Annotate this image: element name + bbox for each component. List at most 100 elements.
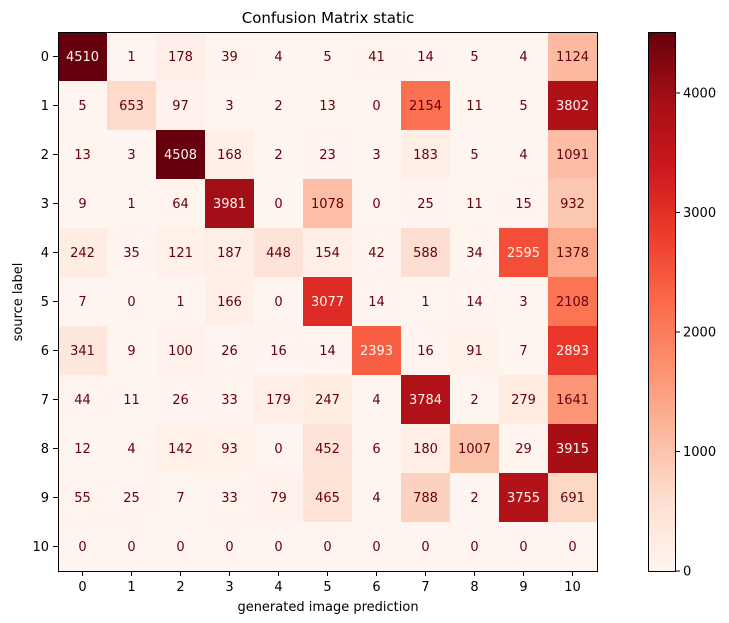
- cell-value-label: 2393: [360, 344, 393, 359]
- heatmap-cell: [499, 522, 549, 572]
- cell-value-label: 1091: [556, 148, 589, 163]
- cell-value-label: 7: [519, 344, 527, 359]
- heatmap-cell: [205, 522, 255, 572]
- heatmap-cell: [352, 32, 402, 82]
- heatmap-cell: [58, 424, 108, 474]
- cell-value-label: 5: [519, 99, 527, 114]
- cell-value-label: 39: [221, 50, 238, 65]
- heatmap-cell: [548, 522, 598, 572]
- heatmap-cell: [156, 228, 206, 278]
- cell-value-label: 7: [78, 295, 86, 310]
- x-tick-label: 1: [127, 580, 135, 595]
- cell-value-label: 1: [127, 50, 135, 65]
- cell-value-label: 26: [172, 393, 189, 408]
- heatmap-cell: [548, 424, 598, 474]
- heatmap-cell: [107, 179, 157, 229]
- heatmap-cell: [205, 424, 255, 474]
- cell-value-label: 4: [519, 50, 527, 65]
- cell-value-label: 64: [172, 197, 189, 212]
- cell-value-label: 183: [413, 148, 438, 163]
- colorbar-tick-label: 0: [683, 565, 691, 580]
- heatmap-cell: [156, 375, 206, 425]
- cell-value-label: 7: [176, 491, 184, 506]
- cell-value-label: 6: [372, 442, 380, 457]
- heatmap-cell: [450, 277, 500, 327]
- cell-value-label: 178: [168, 50, 193, 65]
- cell-value-label: 23: [319, 148, 336, 163]
- cell-value-label: 4: [372, 491, 380, 506]
- heatmap-cell: [58, 130, 108, 180]
- heatmap-cell: [254, 32, 304, 82]
- heatmap-cell: [303, 375, 353, 425]
- cell-value-label: 452: [315, 442, 340, 457]
- heatmap-cell: [107, 130, 157, 180]
- cell-value-label: 121: [168, 246, 193, 261]
- heatmap-cell: [303, 228, 353, 278]
- heatmap-cell: [254, 522, 304, 572]
- cell-value-label: 25: [123, 491, 140, 506]
- cell-value-label: 166: [217, 295, 242, 310]
- heatmap-cell: [107, 424, 157, 474]
- cell-value-label: 3915: [556, 442, 589, 457]
- cell-value-label: 0: [127, 295, 135, 310]
- heatmap-cell: [254, 277, 304, 327]
- cell-value-label: 25: [417, 197, 434, 212]
- heatmap-cell: [401, 424, 451, 474]
- cell-value-label: 2: [274, 148, 282, 163]
- cell-value-label: 0: [372, 197, 380, 212]
- heatmap-cell: [156, 424, 206, 474]
- x-tick-label: 3: [225, 580, 233, 595]
- cell-value-label: 247: [315, 393, 340, 408]
- heatmap-cell: [548, 277, 598, 327]
- heatmap-cell: [499, 375, 549, 425]
- heatmap-cell: [450, 81, 500, 131]
- heatmap-cell: [401, 326, 451, 376]
- y-tick-label: 10: [32, 540, 49, 555]
- cell-value-label: 34: [466, 246, 483, 261]
- heatmap-cell: [450, 424, 500, 474]
- cell-value-label: 0: [372, 540, 380, 555]
- heatmap-cell: [352, 473, 402, 523]
- heatmap-cell: [303, 179, 353, 229]
- heatmap-cell: [156, 473, 206, 523]
- heatmap-cell: [450, 179, 500, 229]
- x-tick-label: 2: [176, 580, 184, 595]
- y-axis-label: source label: [11, 263, 26, 342]
- heatmap-cell: [548, 179, 598, 229]
- heatmap-cell: [499, 130, 549, 180]
- heatmap-cell: [499, 326, 549, 376]
- cell-value-label: 13: [74, 148, 91, 163]
- heatmap-cell: [58, 277, 108, 327]
- cell-value-label: 4: [127, 442, 135, 457]
- heatmap-cell: [450, 130, 500, 180]
- heatmap-cell: [254, 228, 304, 278]
- cell-value-label: 2154: [409, 99, 442, 114]
- cell-value-label: 33: [221, 393, 238, 408]
- cell-value-label: 3077: [311, 295, 344, 310]
- cell-value-label: 932: [560, 197, 585, 212]
- y-tick-label: 6: [41, 344, 49, 359]
- cell-value-label: 91: [466, 344, 483, 359]
- cell-value-label: 1: [421, 295, 429, 310]
- heatmap-cell: [107, 277, 157, 327]
- cell-value-label: 5: [470, 50, 478, 65]
- cell-value-label: 341: [70, 344, 95, 359]
- cell-value-label: 3: [372, 148, 380, 163]
- heatmap-cell: [58, 32, 108, 82]
- cell-value-label: 2893: [556, 344, 589, 359]
- cell-value-label: 1641: [556, 393, 589, 408]
- heatmap-cell: [352, 81, 402, 131]
- heatmap-cell: [401, 375, 451, 425]
- heatmap-cell: [548, 32, 598, 82]
- y-tick-label: 5: [41, 295, 49, 310]
- heatmap-cell: [58, 81, 108, 131]
- colorbar-tick-label: 2000: [683, 325, 716, 340]
- heatmap-cell: [156, 277, 206, 327]
- heatmap-cell: [499, 424, 549, 474]
- heatmap-cell: [401, 473, 451, 523]
- cell-value-label: 5: [323, 50, 331, 65]
- y-tick-label: 4: [41, 246, 49, 261]
- cell-value-label: 2108: [556, 295, 589, 310]
- heatmap-cell: [401, 81, 451, 131]
